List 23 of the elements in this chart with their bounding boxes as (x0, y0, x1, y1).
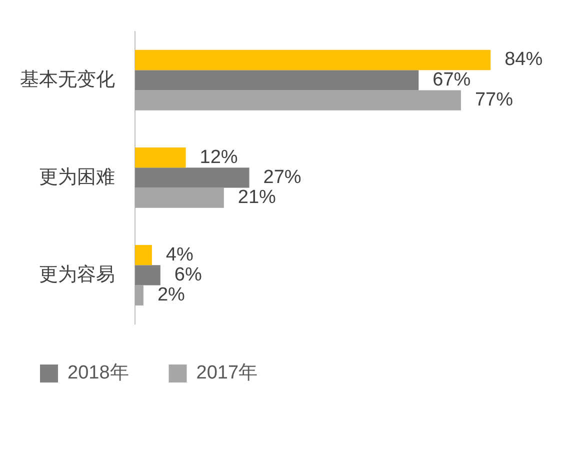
data-label: 67% (432, 69, 471, 90)
bar (135, 265, 160, 286)
data-label: 27% (263, 166, 302, 188)
bar (135, 188, 224, 208)
data-label: 12% (200, 146, 238, 168)
data-label: 6% (174, 264, 202, 286)
data-label: 84% (504, 49, 543, 70)
data-label: 21% (238, 187, 276, 208)
y-tick-label: 基本无变化 (20, 68, 115, 90)
bar (135, 70, 419, 90)
data-label: 4% (166, 244, 194, 266)
bar (135, 168, 250, 188)
bar (135, 245, 152, 266)
bar (135, 147, 186, 168)
data-label: 77% (474, 90, 514, 111)
bar (135, 90, 461, 110)
y-tick-label: 更为容易 (39, 263, 115, 286)
y-tick-label: 更为困难 (39, 166, 115, 188)
legend-label: 2017年 (196, 362, 258, 384)
legend-label: 2018年 (68, 362, 129, 384)
bar (135, 285, 144, 306)
data-label: 2% (157, 284, 186, 306)
bar (135, 50, 491, 70)
